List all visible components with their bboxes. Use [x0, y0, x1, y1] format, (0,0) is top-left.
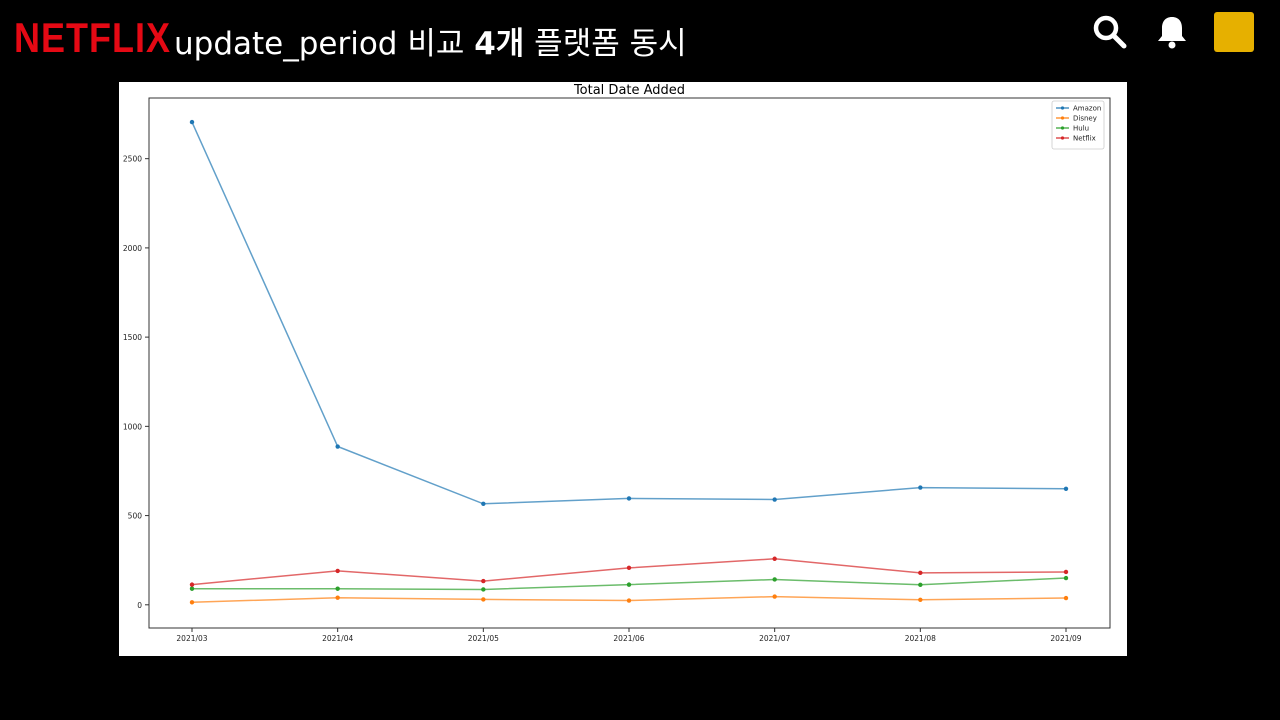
- data-point-amazon: [335, 444, 340, 449]
- legend-label: Amazon: [1073, 105, 1101, 113]
- data-point-disney: [918, 597, 923, 603]
- data-point-disney: [481, 597, 486, 602]
- data-point-netflix: [335, 568, 340, 574]
- data-point-disney: [335, 595, 340, 600]
- data-point-disney: [626, 598, 632, 603]
- data-point-netflix: [189, 582, 195, 587]
- y-tick-label: 1500: [123, 333, 142, 342]
- legend-box: [1051, 100, 1105, 150]
- data-point-netflix: [481, 578, 486, 584]
- netflix-logo[interactable]: NETFLIX: [14, 14, 171, 62]
- data-point-hulu: [1063, 575, 1069, 581]
- chart-panel: Total Date Added 0 500 1000 1500 2000 2500 2021…: [119, 82, 1127, 656]
- legend-label: Hulu: [1073, 125, 1089, 133]
- data-point-netflix: [1063, 569, 1069, 575]
- page-title: update_period 비교 4개 플랫폼 동시: [174, 18, 687, 63]
- legend-marker: [1060, 126, 1065, 130]
- avatar[interactable]: [1214, 12, 1254, 52]
- title-suffix: 플랫폼 동시: [524, 26, 687, 62]
- x-tick-label: 2021/07: [759, 634, 790, 643]
- plot-frame: [148, 97, 1111, 629]
- title-bold: 4개: [474, 26, 525, 62]
- data-point-netflix: [626, 565, 632, 571]
- y-tick-label: 500: [128, 512, 143, 521]
- data-point-hulu: [189, 586, 195, 591]
- data-point-hulu: [481, 587, 486, 592]
- series-line-netflix: [191, 558, 1067, 586]
- legend-marker: [1060, 116, 1065, 120]
- y-tick-label: 2000: [123, 244, 142, 253]
- x-tick-label: 2021/03: [176, 634, 207, 643]
- chart-title: Total Date Added: [573, 83, 685, 98]
- data-point-amazon: [1063, 486, 1069, 492]
- data-point-disney: [1063, 595, 1069, 601]
- data-point-amazon: [189, 119, 195, 125]
- x-tick-label: 2021/09: [1050, 634, 1081, 643]
- series-line-amazon: [191, 121, 1067, 505]
- legend-label: Disney: [1073, 115, 1097, 123]
- y-tick-label: 0: [137, 601, 142, 610]
- x-tick-label: 2021/08: [905, 634, 936, 643]
- x-tick-label: 2021/04: [322, 634, 353, 643]
- bell-icon[interactable]: [1152, 12, 1192, 52]
- y-tick-label: 2500: [123, 155, 142, 164]
- data-point-hulu: [626, 582, 632, 587]
- data-point-hulu: [335, 586, 340, 591]
- data-point-netflix: [772, 556, 777, 561]
- data-point-amazon: [626, 496, 632, 501]
- data-point-disney: [189, 600, 195, 605]
- title-prefix: update_period 비교: [174, 26, 475, 62]
- legend-marker: [1060, 106, 1065, 110]
- data-point-hulu: [918, 582, 923, 588]
- data-point-disney: [772, 594, 777, 599]
- line-chart: Total Date Added 0 500 1000 1500 2000 2500 2021…: [123, 83, 1111, 643]
- legend-marker: [1060, 136, 1065, 140]
- y-tick-label: 1000: [123, 422, 142, 431]
- legend-label: Netflix: [1073, 135, 1096, 143]
- x-tick-label: 2021/06: [613, 634, 644, 643]
- data-point-amazon: [772, 497, 777, 502]
- data-point-amazon: [918, 485, 923, 490]
- header-icons: [1090, 12, 1254, 52]
- data-point-netflix: [918, 570, 923, 576]
- data-point-hulu: [772, 577, 777, 582]
- data-point-amazon: [481, 501, 486, 506]
- x-tick-label: 2021/05: [468, 634, 499, 643]
- search-icon[interactable]: [1090, 12, 1130, 52]
